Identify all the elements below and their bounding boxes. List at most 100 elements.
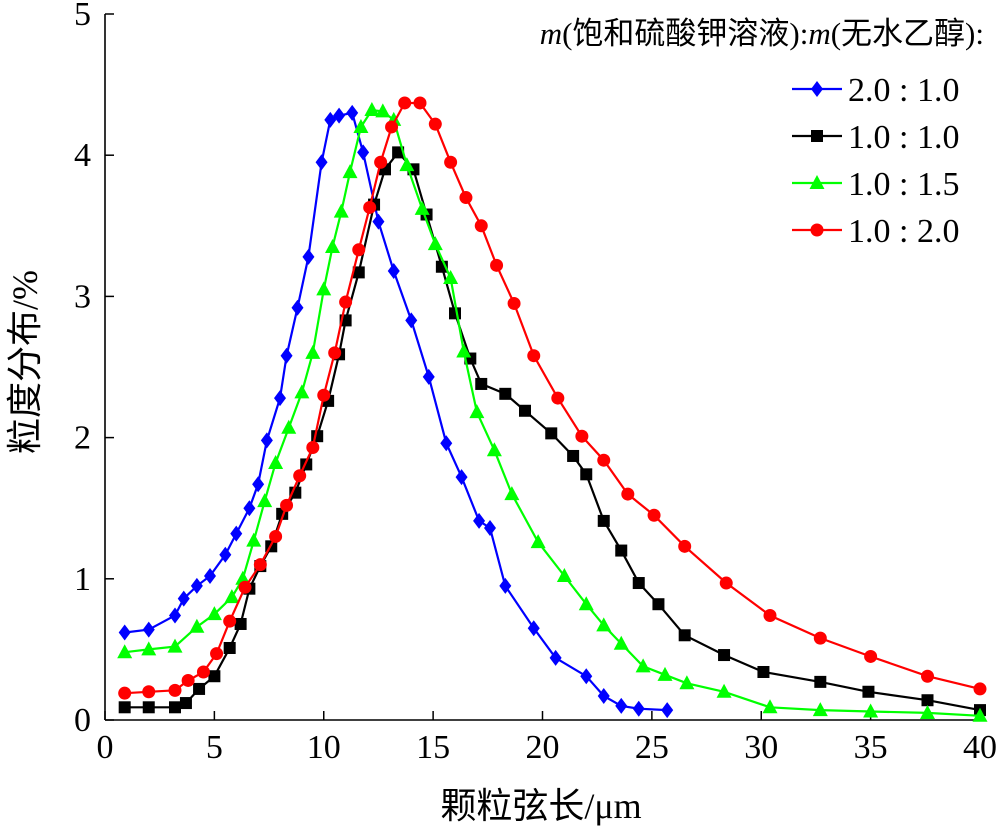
data-point	[580, 668, 593, 685]
data-point	[372, 213, 385, 230]
data-point	[387, 262, 400, 279]
data-point	[223, 614, 237, 628]
data-point	[972, 707, 988, 722]
legend-title-mass-symbol-1: m	[540, 16, 562, 51]
data-point	[141, 641, 157, 656]
data-point	[280, 347, 293, 364]
data-point	[632, 577, 645, 590]
data-point	[238, 580, 252, 594]
data-point	[306, 440, 320, 454]
data-point	[716, 683, 732, 698]
data-point	[385, 120, 399, 134]
data-point	[142, 621, 155, 638]
data-point	[294, 384, 310, 399]
x-tick-label: 40	[963, 729, 997, 766]
data-point	[556, 567, 572, 582]
data-point	[456, 343, 472, 358]
data-point	[679, 675, 695, 690]
data-point	[597, 687, 610, 704]
data-point	[443, 270, 459, 285]
legend-title-mass-symbol-2: m	[808, 16, 830, 51]
x-tick-label: 35	[854, 729, 888, 766]
data-point	[678, 539, 692, 553]
data-point	[428, 117, 442, 131]
data-point	[549, 649, 562, 666]
data-point	[118, 701, 131, 714]
data-point	[507, 296, 521, 310]
y-tick-label: 2	[74, 420, 91, 457]
data-point	[142, 685, 156, 699]
data-point	[305, 344, 321, 359]
data-point	[363, 200, 377, 214]
data-point	[444, 155, 458, 169]
legend-marker	[811, 130, 823, 142]
data-point	[613, 635, 629, 650]
data-point	[499, 387, 512, 400]
data-point	[812, 702, 828, 717]
data-point	[504, 486, 520, 501]
data-point	[317, 388, 331, 402]
data-point	[352, 243, 366, 257]
data-point	[289, 486, 302, 499]
data-point	[210, 647, 224, 661]
data-point	[422, 368, 435, 385]
x-axis-title: 颗粒弦长/μm	[440, 786, 641, 826]
data-point	[302, 248, 315, 265]
data-point	[117, 644, 133, 659]
data-point	[597, 453, 611, 467]
legend-label: 1.0 : 1.5	[848, 166, 959, 203]
data-point	[635, 658, 651, 673]
data-point	[189, 618, 205, 633]
data-point	[311, 430, 324, 443]
data-point	[405, 312, 418, 329]
data-point	[575, 429, 589, 443]
data-point	[921, 669, 934, 683]
data-point	[316, 281, 332, 296]
data-point	[580, 468, 593, 481]
legend-title: m(饱和硫酸钾溶液):m(无水乙醇):	[540, 16, 984, 51]
data-point	[762, 699, 778, 714]
data-point	[206, 606, 222, 621]
data-point	[490, 258, 504, 272]
data-point	[118, 686, 132, 700]
series-1	[118, 104, 674, 719]
legend-marker	[810, 223, 824, 237]
data-point	[374, 155, 388, 169]
data-point	[530, 534, 546, 549]
data-point	[280, 498, 294, 512]
data-point	[169, 607, 181, 624]
data-point	[352, 266, 365, 279]
data-point	[257, 493, 273, 508]
data-point	[473, 512, 486, 529]
legend-title-ethanol-text: (无水乙醇):	[831, 16, 984, 51]
data-point	[647, 508, 661, 522]
data-point	[615, 697, 628, 714]
data-point	[921, 694, 934, 707]
data-point	[757, 665, 770, 678]
data-point	[196, 665, 210, 679]
data-point	[596, 617, 612, 632]
data-point	[342, 164, 358, 179]
data-point	[597, 514, 610, 527]
data-point	[578, 596, 594, 611]
x-tick-label: 0	[97, 729, 114, 766]
data-point	[339, 295, 353, 309]
legend-entry: 1.0 : 1.5	[792, 166, 959, 203]
data-point	[328, 346, 342, 360]
series-4	[118, 96, 987, 700]
data-point	[274, 390, 286, 407]
legend-marker	[809, 175, 825, 189]
data-point	[413, 96, 427, 110]
data-point	[427, 236, 443, 251]
data-point	[179, 697, 192, 710]
x-tick-label: 30	[744, 729, 778, 766]
data-point	[719, 576, 733, 590]
data-point	[118, 624, 131, 641]
x-tick-label: 25	[635, 729, 669, 766]
data-point	[252, 476, 265, 493]
legend-label: 1.0 : 2.0	[848, 213, 959, 250]
legend-entry: 1.0 : 2.0	[792, 213, 959, 250]
data-point	[293, 469, 307, 483]
y-tick-label: 5	[74, 0, 91, 33]
